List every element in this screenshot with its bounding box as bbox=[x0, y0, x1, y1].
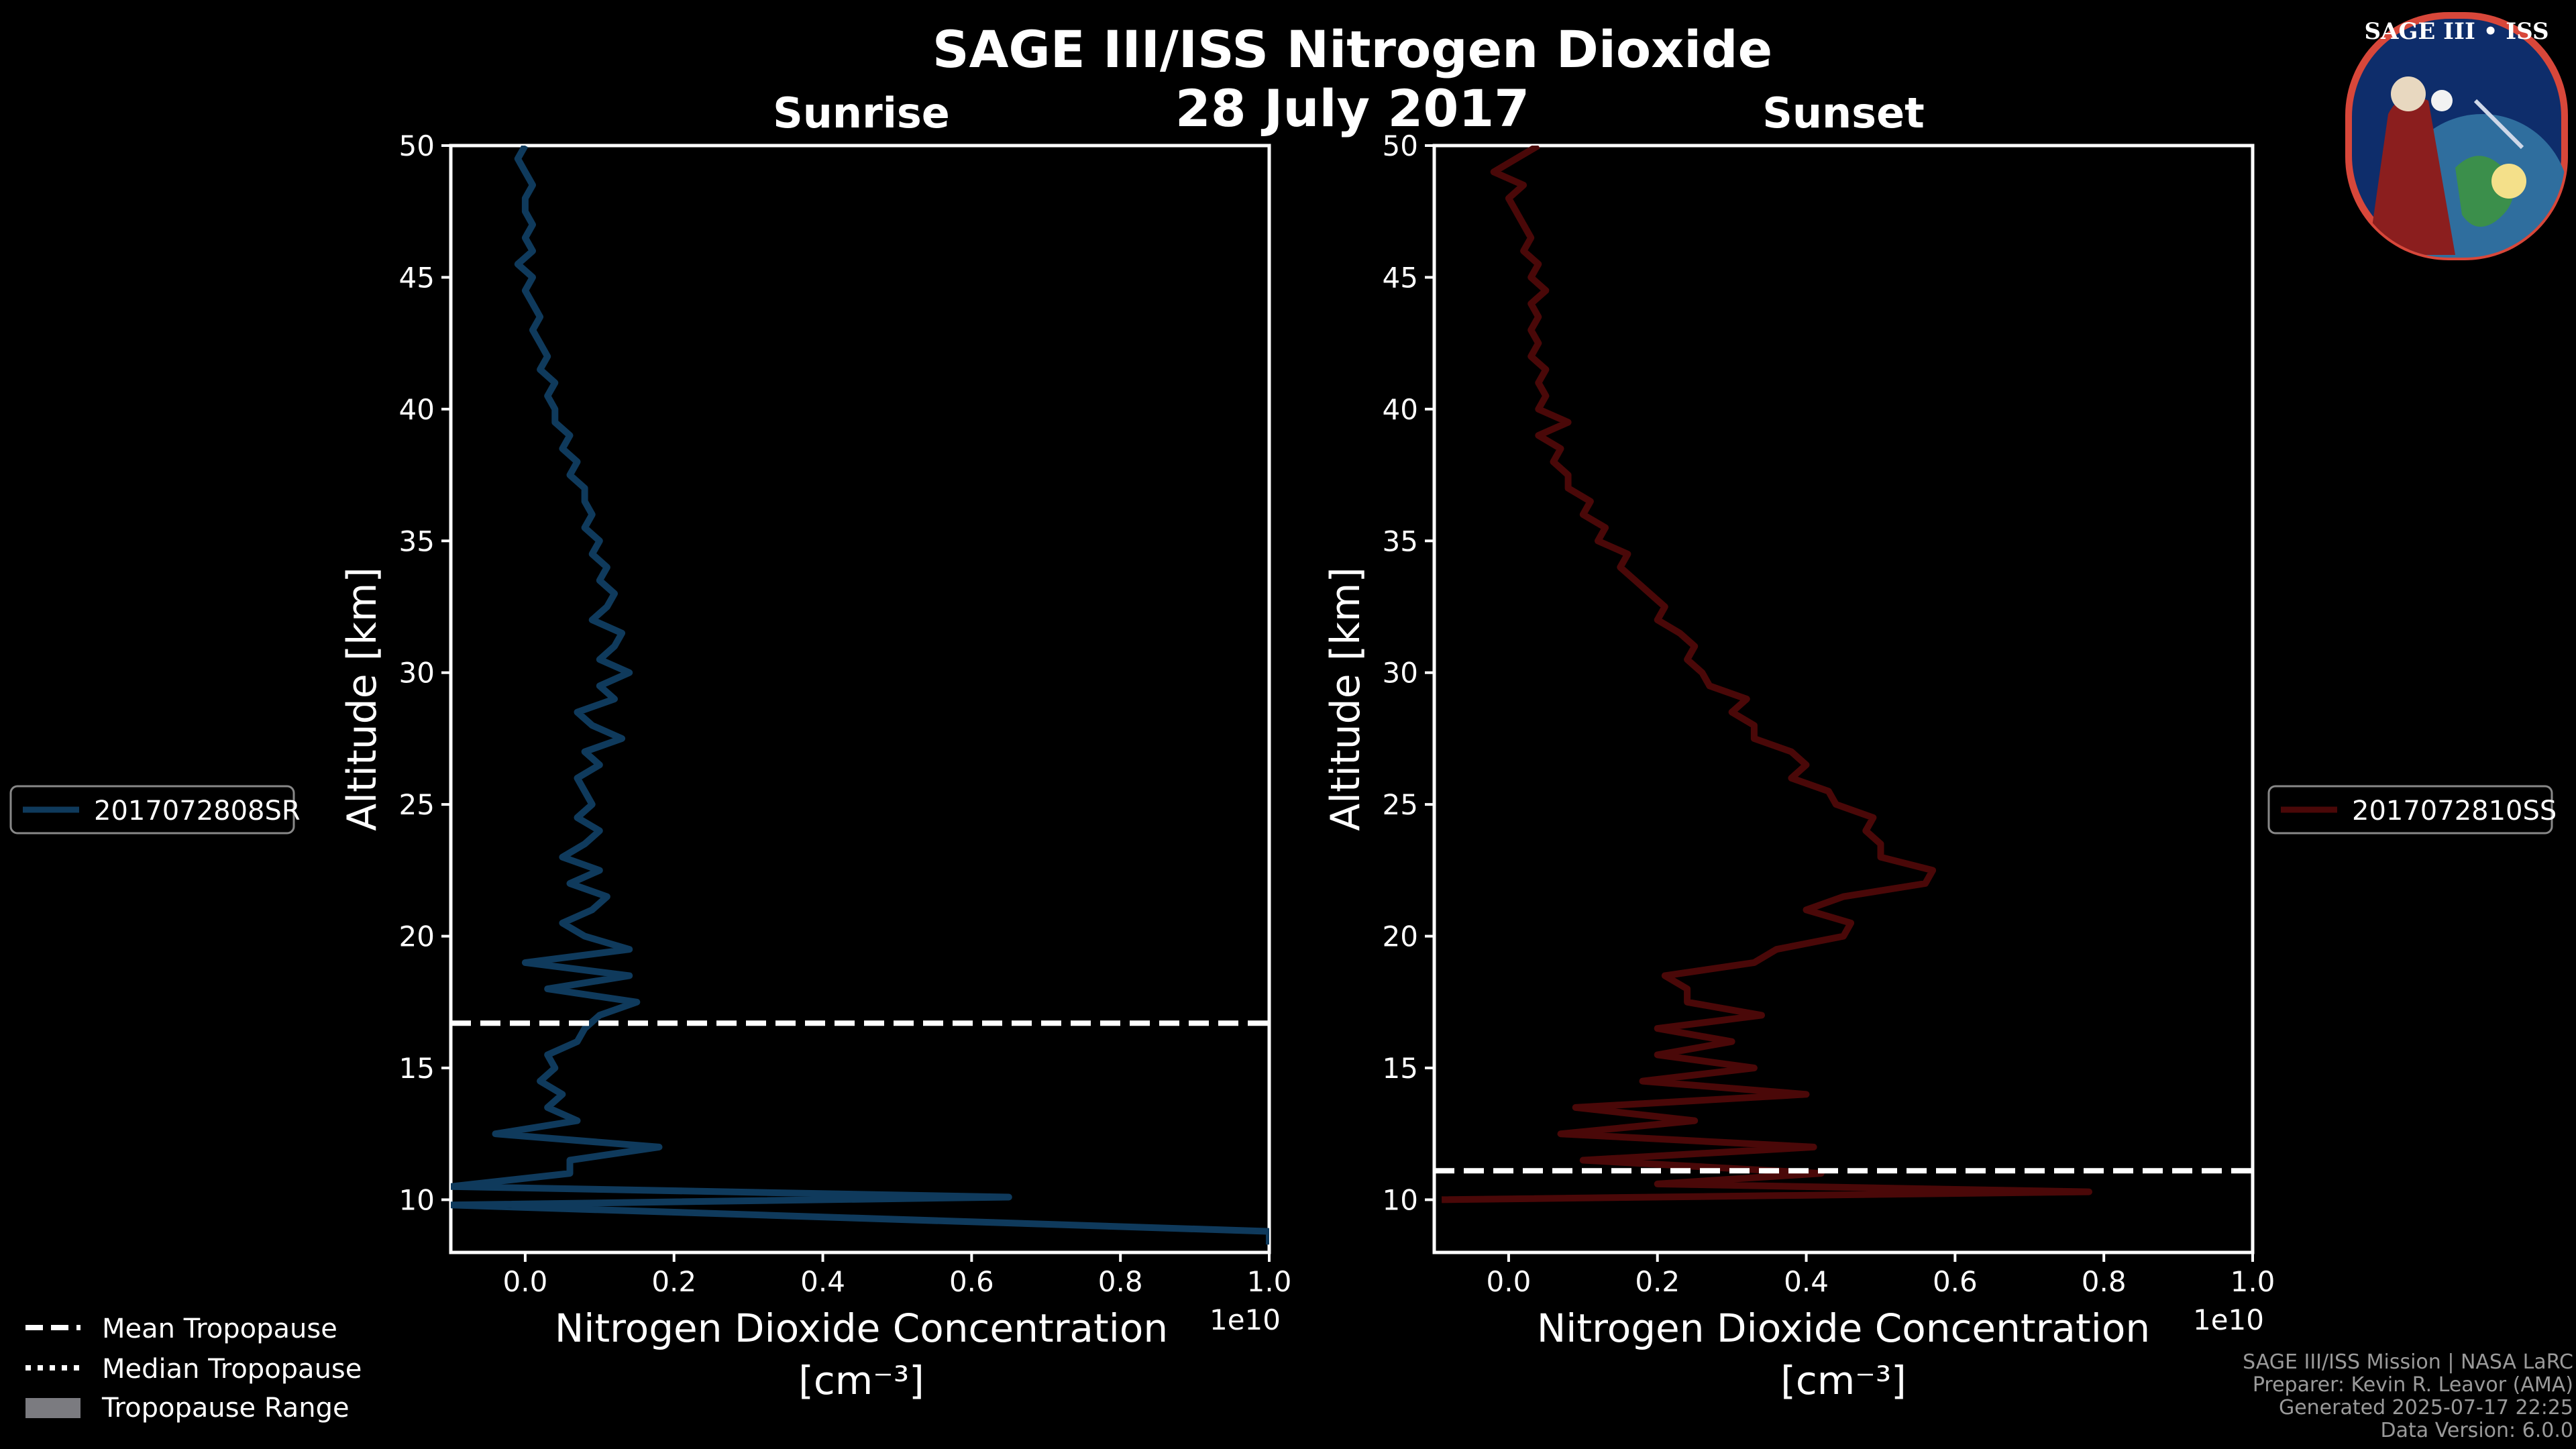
sunrise-y-tick-label: 50 bbox=[399, 129, 435, 162]
sunset-y-tick-label: 10 bbox=[1383, 1183, 1418, 1216]
sunrise-y-tick-label: 40 bbox=[399, 393, 435, 426]
sunset-plot-title: Sunset bbox=[1762, 89, 1925, 138]
sunset-legend-label: 2017072810SS bbox=[2352, 796, 2557, 826]
sunset-y-tick-label: 45 bbox=[1383, 261, 1418, 294]
sunrise-y-tick-label: 15 bbox=[399, 1052, 435, 1085]
sunrise-x-tick-label: 0.6 bbox=[949, 1265, 994, 1298]
sunrise-y-tick-label: 10 bbox=[399, 1183, 435, 1216]
sunrise-x-scale-label: 1e10 bbox=[1210, 1303, 1281, 1336]
sunrise-y-tick-label: 30 bbox=[399, 657, 435, 690]
sage-mission-logo: SAGE III • ISS bbox=[2345, 12, 2568, 260]
mean-tropopause-label: Mean Tropopause bbox=[102, 1313, 337, 1344]
sunset-plot: Sunset Altitude [km] Nitrogen Dioxide Co… bbox=[1322, 89, 2275, 1403]
footer-credits: SAGE III/ISS Mission | NASA LaRC Prepare… bbox=[2243, 1350, 2573, 1442]
sunset-y-tick-label: 40 bbox=[1383, 393, 1418, 426]
sunset-y-tick-label: 25 bbox=[1383, 788, 1418, 821]
figure-date: 28 July 2017 bbox=[1175, 78, 1529, 138]
sunset-x-tick-label: 0.2 bbox=[1635, 1265, 1680, 1298]
sunset-x-axis-label: Nitrogen Dioxide Concentration bbox=[1537, 1305, 2150, 1351]
tropopause-range-label: Tropopause Range bbox=[101, 1393, 350, 1424]
sunrise-series-line bbox=[451, 146, 1269, 1245]
sunset-x-tick-label: 1.0 bbox=[2231, 1265, 2275, 1298]
sunrise-plot: Sunrise Altitude [km] Nitrogen Dioxide C… bbox=[339, 89, 1291, 1403]
sunset-y-tick-label: 50 bbox=[1383, 129, 1418, 162]
sunrise-x-tick-label: 0.8 bbox=[1098, 1265, 1143, 1298]
figure-title: SAGE III/ISS Nitrogen Dioxide bbox=[932, 19, 1772, 79]
sunrise-x-tick-label: 0.4 bbox=[800, 1265, 845, 1298]
sunrise-x-axis-unit: [cm⁻³] bbox=[798, 1358, 924, 1403]
sunset-y-tick-label: 30 bbox=[1383, 657, 1418, 690]
sunrise-y-tick-label: 20 bbox=[399, 920, 435, 953]
sunrise-series-legend: 2017072808SR bbox=[9, 785, 301, 835]
sunset-y-tick-label: 35 bbox=[1383, 525, 1418, 557]
sunset-x-tick-label: 0.4 bbox=[1784, 1265, 1829, 1298]
median-tropopause-label: Median Tropopause bbox=[102, 1354, 362, 1385]
sunrise-legend-label: 2017072808SR bbox=[94, 796, 301, 826]
tropopause-legend: Mean Tropopause Median Tropopause Tropop… bbox=[25, 1313, 362, 1424]
sunset-x-tick-label: 0.0 bbox=[1487, 1265, 1532, 1298]
sunset-series-line bbox=[1442, 146, 2092, 1203]
footer-line: SAGE III/ISS Mission | NASA LaRC bbox=[2243, 1350, 2573, 1374]
sunset-x-scale-label: 1e10 bbox=[2193, 1303, 2264, 1336]
sunset-plot-frame bbox=[1432, 144, 2255, 1254]
sunset-x-tick-label: 0.6 bbox=[1933, 1265, 1978, 1298]
tropopause-range-swatch bbox=[25, 1398, 80, 1418]
footer-line: Generated 2025-07-17 22:25 bbox=[2279, 1396, 2573, 1419]
sunrise-x-tick-label: 0.0 bbox=[503, 1265, 548, 1298]
sunset-y-tick-label: 20 bbox=[1383, 920, 1418, 953]
sunrise-plot-frame bbox=[449, 144, 1271, 1254]
sunrise-x-axis-label: Nitrogen Dioxide Concentration bbox=[555, 1305, 1168, 1351]
sunrise-plot-title: Sunrise bbox=[773, 89, 950, 138]
sunset-series-legend: 2017072810SS bbox=[2267, 785, 2557, 835]
sunrise-x-tick-label: 1.0 bbox=[1247, 1265, 1292, 1298]
footer-line: Preparer: Kevin R. Leavor (AMA) bbox=[2253, 1373, 2573, 1397]
logo-text: SAGE III • ISS bbox=[2364, 18, 2548, 45]
sunrise-y-tick-label: 45 bbox=[399, 261, 435, 294]
sunset-y-axis-label: Altitude [km] bbox=[1322, 567, 1369, 831]
sunrise-y-tick-label: 25 bbox=[399, 788, 435, 821]
sunset-x-tick-label: 0.8 bbox=[2082, 1265, 2127, 1298]
sunset-x-axis-unit: [cm⁻³] bbox=[1780, 1358, 1907, 1403]
sunrise-y-tick-label: 35 bbox=[399, 525, 435, 557]
sunset-y-tick-label: 15 bbox=[1383, 1052, 1418, 1085]
footer-line: Data Version: 6.0.0 bbox=[2381, 1419, 2573, 1442]
sunrise-x-tick-label: 0.2 bbox=[651, 1265, 696, 1298]
sunrise-y-axis-label: Altitude [km] bbox=[339, 567, 386, 831]
